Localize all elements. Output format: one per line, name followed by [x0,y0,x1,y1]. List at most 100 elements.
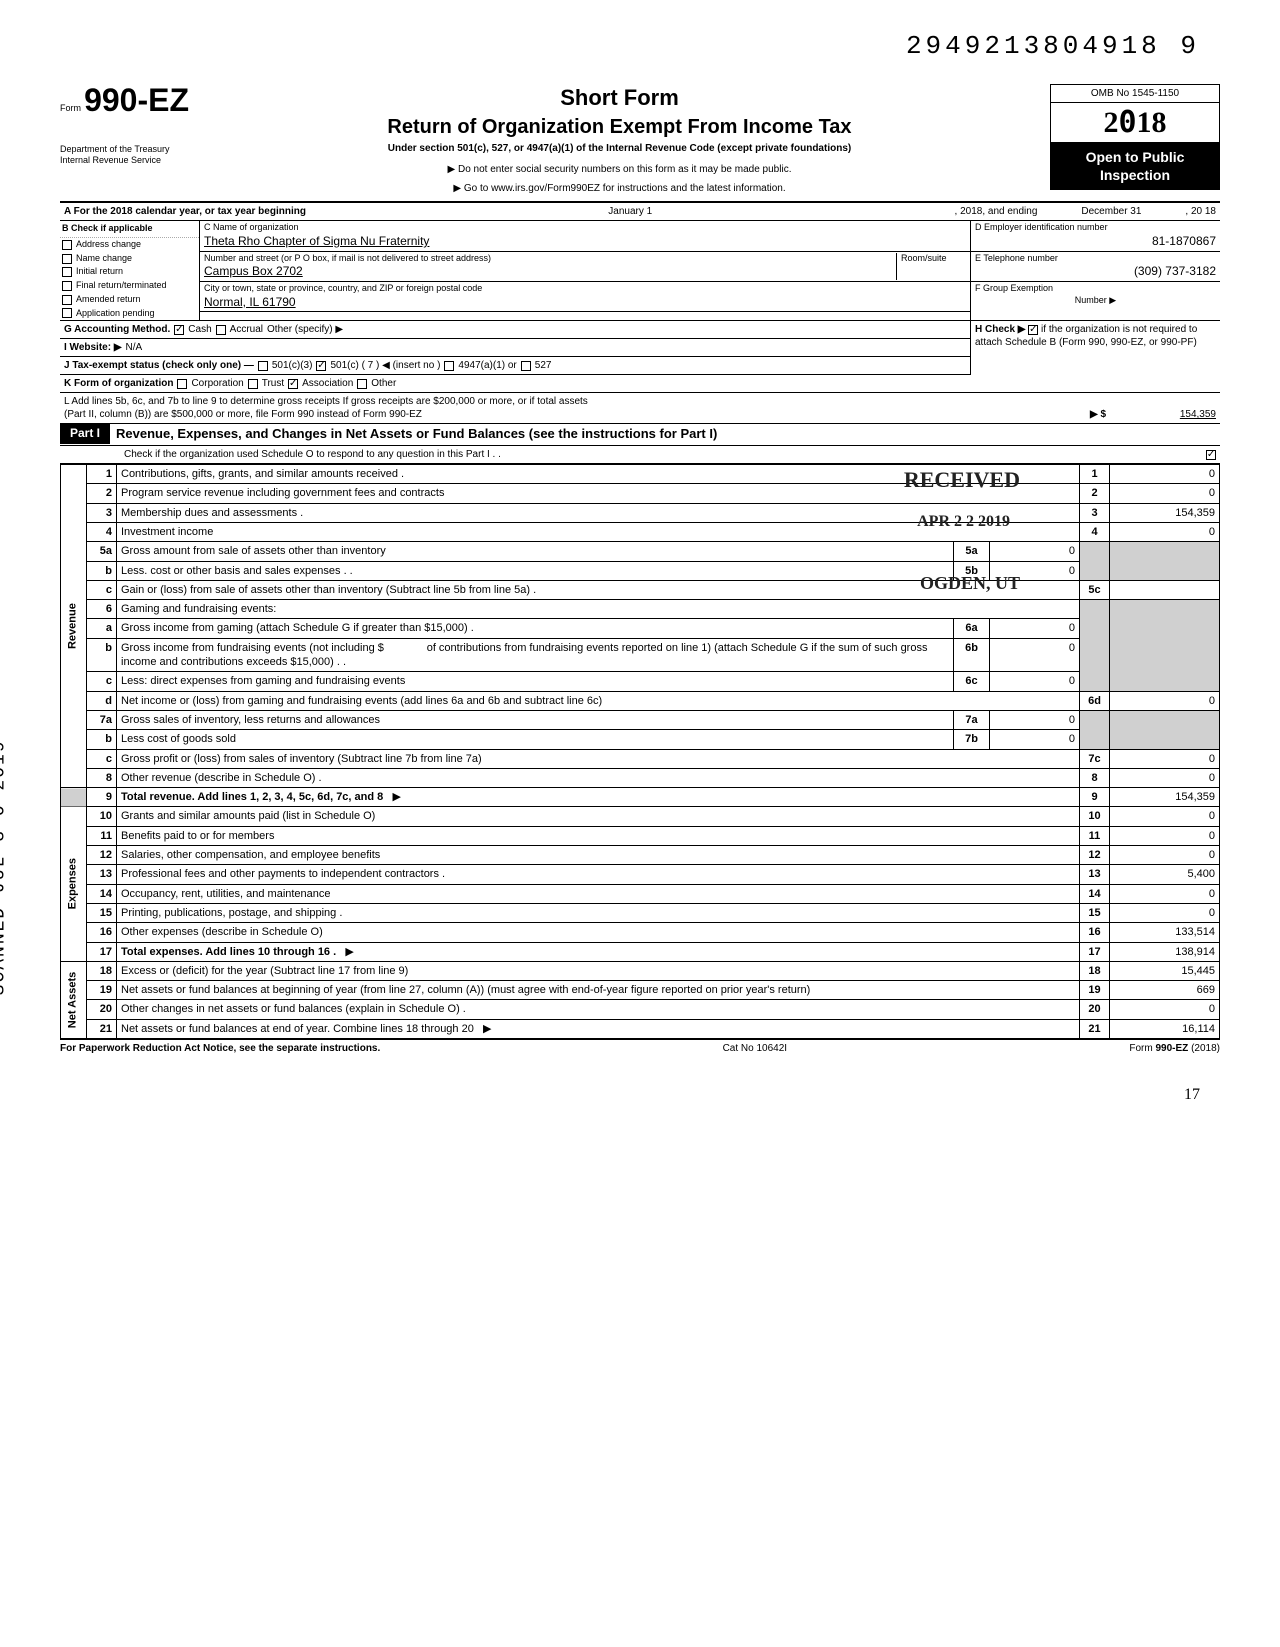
line-num: 19 [87,981,117,1000]
sub-value: 0 [990,638,1080,672]
chk-cash[interactable]: ✓ [174,325,184,335]
line-box: 16 [1080,923,1110,942]
line-desc: Gain or (loss) from sale of assets other… [121,584,536,596]
line-num: 13 [87,865,117,884]
chk-501c3[interactable] [258,361,268,371]
lbl-other-org: Other [371,377,396,390]
chk-4947[interactable] [444,361,454,371]
chk-amended[interactable] [62,295,72,305]
footer-mid: Cat No 10642I [723,1042,788,1055]
line-box: 12 [1080,846,1110,865]
chk-trust[interactable] [248,379,258,389]
chk-name-change[interactable] [62,254,72,264]
line-desc: Total expenses. Add lines 10 through 16 … [121,946,336,958]
line-desc: Gross income from fundraising events (no… [121,642,384,654]
lbl-527: 527 [535,359,552,372]
line-desc: Grants and similar amounts paid (list in… [121,810,375,822]
line-value: 138,914 [1110,942,1220,961]
l-value: 154,359 [1106,408,1216,421]
line-num: 5a [87,542,117,561]
line-desc: Other changes in net assets or fund bala… [121,1003,466,1015]
k-label: K Form of organization [64,377,173,390]
line-num: 1 [87,465,117,484]
line-desc: Professional fees and other payments to … [121,868,445,880]
j-label: J Tax-exempt status (check only one) — [64,359,254,372]
c-label: C Name of organization [204,222,966,234]
lbl-other-method: Other (specify) ▶ [267,323,343,336]
expenses-side-label: Expenses [61,807,87,961]
line-desc: Benefits paid to or for members [121,830,274,842]
line-box: 2 [1080,484,1110,503]
chk-corp[interactable] [177,379,187,389]
chk-assoc[interactable]: ✓ [288,379,298,389]
l-line1: L Add lines 5b, 6c, and 7b to line 9 to … [64,395,1216,408]
line-desc: Gross profit or (loss) from sales of inv… [121,753,482,765]
chk-final-return[interactable] [62,281,72,291]
line-value [1110,580,1220,599]
dept-irs: Internal Revenue Service [60,155,189,167]
i-label: I Website: ▶ [64,341,122,354]
lbl-4947: 4947(a)(1) or [458,359,516,372]
part1-label: Part I [60,424,110,444]
part1-check-line: Check if the organization used Schedule … [64,448,1202,461]
city-state-zip: Normal, IL 61790 [204,295,966,311]
lbl-accrual: Accrual [230,323,263,336]
dept-treasury: Department of the Treasury [60,144,189,156]
chk-pending[interactable] [62,308,72,318]
sub-value: 0 [990,561,1080,580]
line-num: c [87,672,117,691]
netassets-side-label: Net Assets [61,961,87,1038]
line-box: 9 [1080,788,1110,807]
chk-address-change[interactable] [62,240,72,250]
line-num: 20 [87,1000,117,1019]
chk-527[interactable] [521,361,531,371]
room-suite-label: Room/suite [896,253,966,280]
line-desc: Occupancy, rent, utilities, and maintena… [121,888,331,900]
open-to-public: Open to Public Inspection [1050,142,1220,190]
footer: For Paperwork Reduction Act Notice, see … [60,1039,1220,1055]
line-value: 16,114 [1110,1019,1220,1038]
line-desc: Gross amount from sale of assets other t… [121,545,386,557]
chk-501c[interactable]: ✓ [316,361,326,371]
f-label: F Group Exemption [975,283,1216,295]
line-box: 5c [1080,580,1110,599]
line-value: 0 [1110,749,1220,768]
line-box: 4 [1080,522,1110,541]
chk-schedule-o[interactable]: ✓ [1206,450,1216,460]
line-value: 0 [1110,846,1220,865]
sub-box: 6c [954,672,990,691]
ssn-warning: ▶ Do not enter social security numbers o… [201,163,1038,176]
chk-initial-return[interactable] [62,267,72,277]
shaded-cell [1110,542,1220,581]
form-header: Form 990-EZ Department of the Treasury I… [60,84,1220,204]
chk-accrual[interactable] [216,325,226,335]
line-num: 12 [87,846,117,865]
line-num: 21 [87,1019,117,1038]
sub-box: 7b [954,730,990,749]
line-desc: Other expenses (describe in Schedule O) [121,926,323,938]
line-num: 6 [87,600,117,619]
line-desc: Less. cost or other basis and sales expe… [121,565,353,577]
l-line2: (Part II, column (B)) are $500,000 or mo… [64,408,1090,421]
line-num: d [87,691,117,710]
line-value: 154,359 [1110,788,1220,807]
short-form-label: Short Form [201,84,1038,113]
footer-left: For Paperwork Reduction Act Notice, see … [60,1042,380,1055]
row-a-yr: , 20 18 [1181,205,1220,218]
goto-link: ▶ Go to www.irs.gov/Form990EZ for instru… [201,182,1038,195]
line-box: 21 [1080,1019,1110,1038]
line-desc: Gross income from gaming (attach Schedul… [121,622,474,634]
chk-other-org[interactable] [357,379,367,389]
line-box: 8 [1080,768,1110,787]
line-desc: Investment income [121,526,213,538]
line-desc: Other revenue (describe in Schedule O) . [121,772,322,784]
footer-right: Form 990-EZ (2018) [1129,1042,1220,1055]
line-num: 4 [87,522,117,541]
line-desc: Less cost of goods sold [121,733,236,745]
website: N/A [126,341,143,354]
line-box: 19 [1080,981,1110,1000]
chk-h[interactable]: ✓ [1028,325,1038,335]
line-desc: Salaries, other compensation, and employ… [121,849,380,861]
line-num: 11 [87,826,117,845]
omb-number: OMB No 1545-1150 [1050,84,1220,102]
